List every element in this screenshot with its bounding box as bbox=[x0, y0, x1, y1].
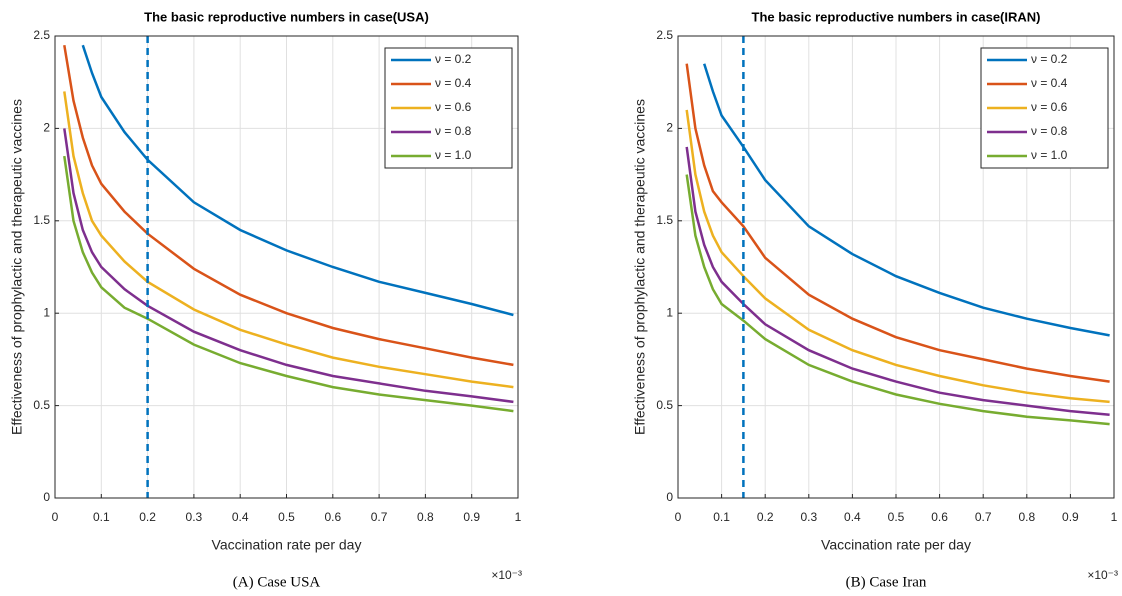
series-line bbox=[63, 44, 514, 367]
series-line bbox=[63, 155, 514, 413]
x-tick-label: 0.4 bbox=[232, 510, 249, 524]
caption: (B) Case Iran bbox=[846, 574, 927, 590]
y-tick-label: 0 bbox=[666, 490, 673, 504]
axes-box bbox=[677, 35, 1115, 499]
x-tick-label: 1 bbox=[1111, 510, 1118, 524]
x-tick-label: 0.6 bbox=[931, 510, 948, 524]
x-tick-label: 0.8 bbox=[1018, 510, 1035, 524]
legend-label: ν = 0.4 bbox=[1031, 76, 1068, 90]
subplot: 0 0.5 1 1.5 2 2.5 0 0.1 0.2 0.3 0.4 0.5 0.6 0.7 0.8 0.9… bbox=[632, 9, 1118, 590]
x-multiplier: ×10⁻³ bbox=[491, 568, 522, 582]
series-line bbox=[685, 109, 1110, 404]
legend-label: ν = 0.4 bbox=[435, 76, 472, 90]
y-tick-label: 1 bbox=[666, 305, 673, 319]
x-tick-label: 0.9 bbox=[463, 510, 480, 524]
x-tick-label: 0.8 bbox=[417, 510, 434, 524]
y-tick-label: 0.5 bbox=[656, 398, 673, 412]
x-tick-label: 0 bbox=[675, 510, 682, 524]
x-multiplier: ×10⁻³ bbox=[1087, 568, 1118, 582]
series-line bbox=[81, 44, 514, 317]
axes-box bbox=[54, 35, 519, 499]
legend-label: ν = 0.8 bbox=[1031, 124, 1068, 138]
legend: ν = 0.2 ν = 0.4 ν = 0.6 ν = 0.8 ν = 1.0 bbox=[384, 47, 513, 169]
y-tick-label: 0 bbox=[43, 490, 50, 504]
legend-label: ν = 0.6 bbox=[1031, 100, 1068, 114]
x-tick-label: 0.3 bbox=[186, 510, 203, 524]
legend-label: ν = 0.8 bbox=[435, 124, 472, 138]
y-tick-label: 2 bbox=[666, 121, 673, 135]
legend-label: ν = 0.2 bbox=[435, 52, 472, 66]
x-tick-label: 0.5 bbox=[888, 510, 905, 524]
legend-label: ν = 1.0 bbox=[435, 148, 472, 162]
x-tick-label: 0.6 bbox=[324, 510, 341, 524]
x-tick-label: 0.1 bbox=[713, 510, 730, 524]
series-line bbox=[63, 91, 514, 389]
x-tick-label: 0.3 bbox=[800, 510, 817, 524]
y-tick-label: 1.5 bbox=[33, 213, 50, 227]
chart-title: The basic reproductive numbers in case(I… bbox=[752, 9, 1041, 24]
x-tick-label: 1 bbox=[515, 510, 522, 524]
legend-label: ν = 0.6 bbox=[435, 100, 472, 114]
y-tick-label: 1.5 bbox=[656, 213, 673, 227]
x-tick-label: 0.2 bbox=[139, 510, 156, 524]
series-line bbox=[63, 128, 514, 404]
y-tick-label: 2 bbox=[43, 121, 50, 135]
legend-label: ν = 1.0 bbox=[1031, 148, 1068, 162]
subplot: 0 0.5 1 1.5 2 2.5 0 0.1 0.2 0.3 0.4 0.5 0.6 0.7 0.8 0.9… bbox=[9, 9, 522, 590]
y-tick-label: 0.5 bbox=[33, 398, 50, 412]
x-tick-label: 0.5 bbox=[278, 510, 295, 524]
x-axis-label: Vaccination rate per day bbox=[212, 537, 362, 553]
x-tick-label: 0 bbox=[52, 510, 59, 524]
y-axis-label: Effectiveness of prophylactic and therap… bbox=[9, 99, 25, 435]
y-tick-label: 2.5 bbox=[656, 28, 673, 42]
series-line bbox=[685, 174, 1110, 426]
x-tick-label: 0.4 bbox=[844, 510, 861, 524]
x-tick-label: 0.7 bbox=[975, 510, 992, 524]
x-tick-label: 0.9 bbox=[1062, 510, 1079, 524]
x-tick-label: 0.1 bbox=[93, 510, 110, 524]
x-axis-label: Vaccination rate per day bbox=[821, 537, 971, 553]
series-line bbox=[685, 146, 1110, 417]
x-tick-label: 0.2 bbox=[757, 510, 774, 524]
y-tick-label: 2.5 bbox=[33, 28, 50, 42]
caption: (A) Case USA bbox=[233, 574, 321, 590]
legend: ν = 0.2 ν = 0.4 ν = 0.6 ν = 0.8 ν = 1.0 bbox=[980, 47, 1109, 169]
y-tick-label: 1 bbox=[43, 305, 50, 319]
chart-title: The basic reproductive numbers in case(U… bbox=[144, 9, 429, 24]
series-line bbox=[703, 63, 1110, 337]
x-tick-label: 0.7 bbox=[371, 510, 388, 524]
legend-label: ν = 0.2 bbox=[1031, 52, 1068, 66]
series-line bbox=[685, 63, 1110, 383]
y-axis-label: Effectiveness of prophylactic and therap… bbox=[632, 99, 648, 435]
